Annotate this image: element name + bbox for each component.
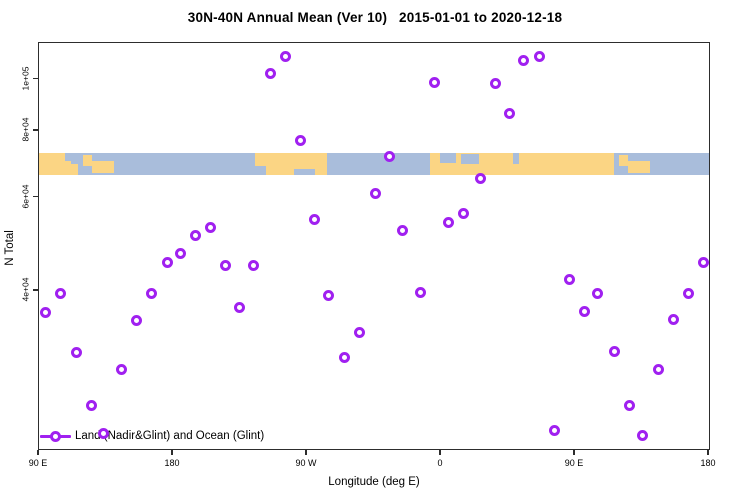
- data-point: [458, 207, 470, 219]
- data-point: [504, 107, 516, 119]
- data-point: [294, 134, 306, 146]
- data-point: [608, 346, 620, 358]
- y-tick: [33, 77, 38, 79]
- data-point: [370, 187, 382, 199]
- data-point: [145, 287, 157, 299]
- ocean-patch: [512, 153, 519, 165]
- data-point: [339, 352, 351, 364]
- data-point: [98, 427, 109, 439]
- x-tick: [37, 450, 39, 455]
- x-tick: [707, 450, 709, 455]
- x-axis-label: Longitude (deg E): [328, 476, 420, 488]
- x-tick-label: 180: [700, 458, 716, 468]
- data-point: [428, 76, 440, 88]
- chart-title: 30N-40N Annual Mean (Ver 10) 2015-01-01 …: [187, 10, 563, 25]
- data-point: [415, 287, 427, 299]
- y-tick-label: 6e+04: [20, 184, 31, 209]
- data-point: [549, 424, 561, 436]
- x-tick: [305, 450, 307, 455]
- data-point: [39, 306, 51, 318]
- data-point: [668, 313, 680, 325]
- x-tick-label: 180: [164, 458, 180, 468]
- y-tick: [33, 129, 38, 131]
- data-point: [383, 150, 395, 162]
- data-point: [698, 256, 710, 268]
- data-point: [517, 54, 529, 66]
- data-point: [443, 216, 455, 228]
- data-point: [279, 50, 291, 62]
- data-point: [322, 289, 334, 301]
- x-tick: [171, 450, 173, 455]
- y-tick-label: 8e+04: [20, 117, 31, 142]
- data-point: [86, 399, 98, 411]
- land-segment: [627, 160, 650, 174]
- legend-point-marker: [50, 430, 61, 442]
- legend-label: Land (Nadir&Glint) and Ocean (Glint): [75, 430, 265, 442]
- data-point: [233, 302, 245, 314]
- data-point: [162, 256, 174, 268]
- data-point: [309, 213, 321, 225]
- data-point: [248, 259, 260, 271]
- data-point: [592, 287, 604, 299]
- data-point: [205, 221, 217, 233]
- data-point: [115, 364, 127, 376]
- map-strip: [38, 153, 710, 176]
- land-segment: [82, 155, 92, 167]
- x-tick-label: 0: [437, 458, 443, 468]
- data-point: [220, 259, 232, 271]
- ocean-patch: [294, 168, 315, 176]
- data-point: [564, 273, 576, 285]
- data-point: [264, 68, 276, 80]
- data-point: [578, 306, 590, 318]
- data-point: [190, 229, 202, 241]
- y-tick: [33, 289, 38, 291]
- data-point: [534, 50, 546, 62]
- legend: Land (Nadir&Glint) and Ocean (Glint): [38, 42, 710, 450]
- x-tick: [439, 450, 441, 455]
- y-tick-label: 4e+04: [20, 277, 31, 302]
- data-point: [71, 347, 83, 359]
- data-point: [54, 288, 66, 300]
- ocean-patch: [460, 154, 479, 165]
- data-point: [489, 77, 501, 89]
- x-tick-label: 90 E: [28, 458, 48, 468]
- data-point: [130, 314, 142, 326]
- y-tick-label: 1e+05: [20, 66, 31, 91]
- data-point: [397, 224, 409, 236]
- land-segment: [618, 155, 628, 167]
- data-point: [354, 326, 366, 338]
- data-point: [653, 364, 665, 376]
- data-point: [623, 399, 635, 411]
- data-point: [175, 247, 187, 259]
- x-tick: [573, 450, 575, 455]
- x-tick-label: 90 W: [295, 458, 317, 468]
- data-point: [636, 429, 648, 441]
- plot-area: Land (Nadir&Glint) and Ocean (Glint): [38, 42, 710, 450]
- data-point: [474, 172, 486, 184]
- x-tick-label: 90 E: [564, 458, 584, 468]
- ocean-patch: [440, 153, 457, 164]
- data-point: [683, 287, 695, 299]
- land-segment: [91, 160, 114, 174]
- y-tick: [33, 195, 38, 197]
- y-axis-label: N Total: [4, 230, 16, 266]
- ocean-patch: [64, 153, 71, 161]
- land-segment: [38, 164, 79, 176]
